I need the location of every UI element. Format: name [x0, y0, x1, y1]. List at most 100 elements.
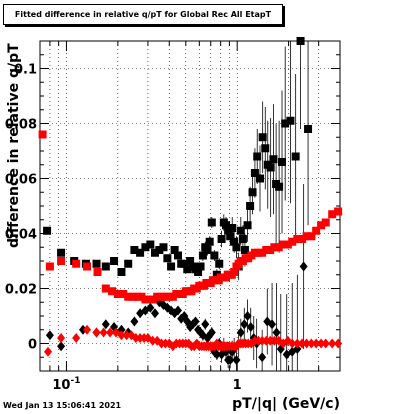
data-point-square	[226, 232, 235, 241]
data-point-square	[238, 235, 247, 243]
data-point-square	[173, 251, 182, 260]
data-point-square	[328, 210, 337, 219]
data-point-square	[180, 259, 189, 268]
data-point-diamond	[57, 333, 66, 343]
data-point-square	[45, 262, 54, 271]
data-point-square	[124, 259, 133, 268]
chart-title-box: Fitted difference in relative q/pT for G…	[3, 4, 283, 25]
y-tick-label: 0.06	[5, 173, 37, 188]
data-point-square	[253, 152, 262, 161]
data-point-square	[159, 243, 168, 252]
data-point-square	[146, 240, 155, 249]
data-point-square	[274, 243, 283, 252]
data-point-diamond	[334, 338, 343, 349]
data-point-diamond	[101, 319, 110, 330]
data-point-square	[258, 133, 267, 142]
data-point-diamond	[72, 333, 81, 343]
data-point-square	[167, 262, 176, 271]
data-point-square	[128, 292, 137, 301]
chart-title: Fitted difference in relative q/pT for G…	[14, 10, 272, 19]
data-point-diamond	[117, 330, 126, 341]
data-point-diamond	[130, 316, 139, 327]
data-point-square	[163, 254, 172, 263]
data-point-diamond	[321, 338, 330, 349]
data-point-square	[270, 243, 279, 252]
data-point-square	[283, 240, 292, 249]
data-point-square	[153, 292, 162, 301]
data-point-square	[210, 251, 219, 260]
data-point-square	[334, 207, 343, 216]
data-point-square	[150, 248, 159, 257]
data-point-square	[203, 246, 212, 254]
data-point-square	[304, 125, 313, 133]
data-point-diamond	[150, 308, 159, 319]
data-points	[38, 37, 343, 371]
data-point-diamond	[232, 355, 241, 365]
data-point-square	[110, 257, 119, 265]
data-point-diamond	[45, 330, 54, 341]
data-point-diamond	[57, 341, 66, 352]
data-point-square	[317, 221, 326, 230]
data-point-square	[258, 248, 267, 257]
data-point-diamond	[106, 327, 115, 338]
data-point-square	[205, 237, 214, 246]
data-point-square	[321, 218, 330, 227]
data-point-square	[101, 284, 110, 293]
data-point-diamond	[148, 335, 157, 346]
data-point-diamond	[298, 338, 307, 349]
data-point-square	[246, 202, 255, 210]
data-point-square	[83, 262, 92, 271]
data-point-diamond	[302, 338, 311, 349]
data-point-square	[275, 182, 284, 191]
data-point-diamond	[246, 322, 255, 332]
data-point-diamond	[272, 327, 281, 338]
x-tick-label: 10-1	[52, 376, 80, 393]
data-point-square	[170, 246, 179, 254]
data-point-square	[119, 290, 128, 298]
data-point-square	[248, 188, 257, 197]
y-axis-label: difference in relative q/pT	[6, 43, 22, 248]
data-point-square	[92, 259, 101, 268]
data-point-square	[148, 295, 157, 304]
data-point-diamond	[270, 335, 279, 346]
data-point-square	[141, 243, 150, 252]
data-point-diamond	[236, 327, 245, 338]
y-tick-label: 0.08	[5, 118, 37, 133]
data-point-square	[291, 152, 300, 161]
data-point-diamond	[268, 319, 277, 330]
data-point-diamond	[299, 261, 308, 272]
data-point-diamond	[312, 338, 321, 349]
data-point-square	[117, 268, 126, 276]
data-point-diamond	[78, 324, 87, 335]
data-point-square	[108, 287, 117, 296]
data-point-diamond	[240, 319, 249, 330]
x-tick-label: 1	[233, 378, 242, 393]
data-point-square	[155, 246, 164, 254]
data-point-square	[269, 155, 278, 164]
data-point-square	[266, 163, 275, 172]
data-point-diamond	[131, 333, 140, 343]
data-point-diamond	[243, 311, 252, 321]
data-point-square	[38, 130, 47, 139]
data-point-square	[194, 268, 203, 276]
data-point-square	[198, 251, 207, 260]
data-point-square	[278, 158, 287, 166]
data-point-square	[312, 226, 321, 235]
data-point-diamond	[293, 338, 302, 349]
data-point-square	[256, 174, 265, 183]
data-point-diamond	[122, 330, 131, 341]
data-point-diamond	[44, 346, 53, 357]
data-point-square	[57, 257, 66, 265]
data-point-diamond	[258, 335, 267, 346]
data-point-diamond	[92, 327, 101, 338]
data-point-square	[236, 226, 245, 235]
data-point-diamond	[136, 333, 145, 343]
data-point-diamond	[83, 324, 92, 335]
data-point-diamond	[157, 338, 166, 349]
data-point-square	[196, 262, 205, 271]
data-point-square	[288, 237, 297, 246]
data-point-square	[230, 268, 239, 276]
data-point-square	[124, 292, 133, 301]
data-point-square	[57, 248, 66, 257]
